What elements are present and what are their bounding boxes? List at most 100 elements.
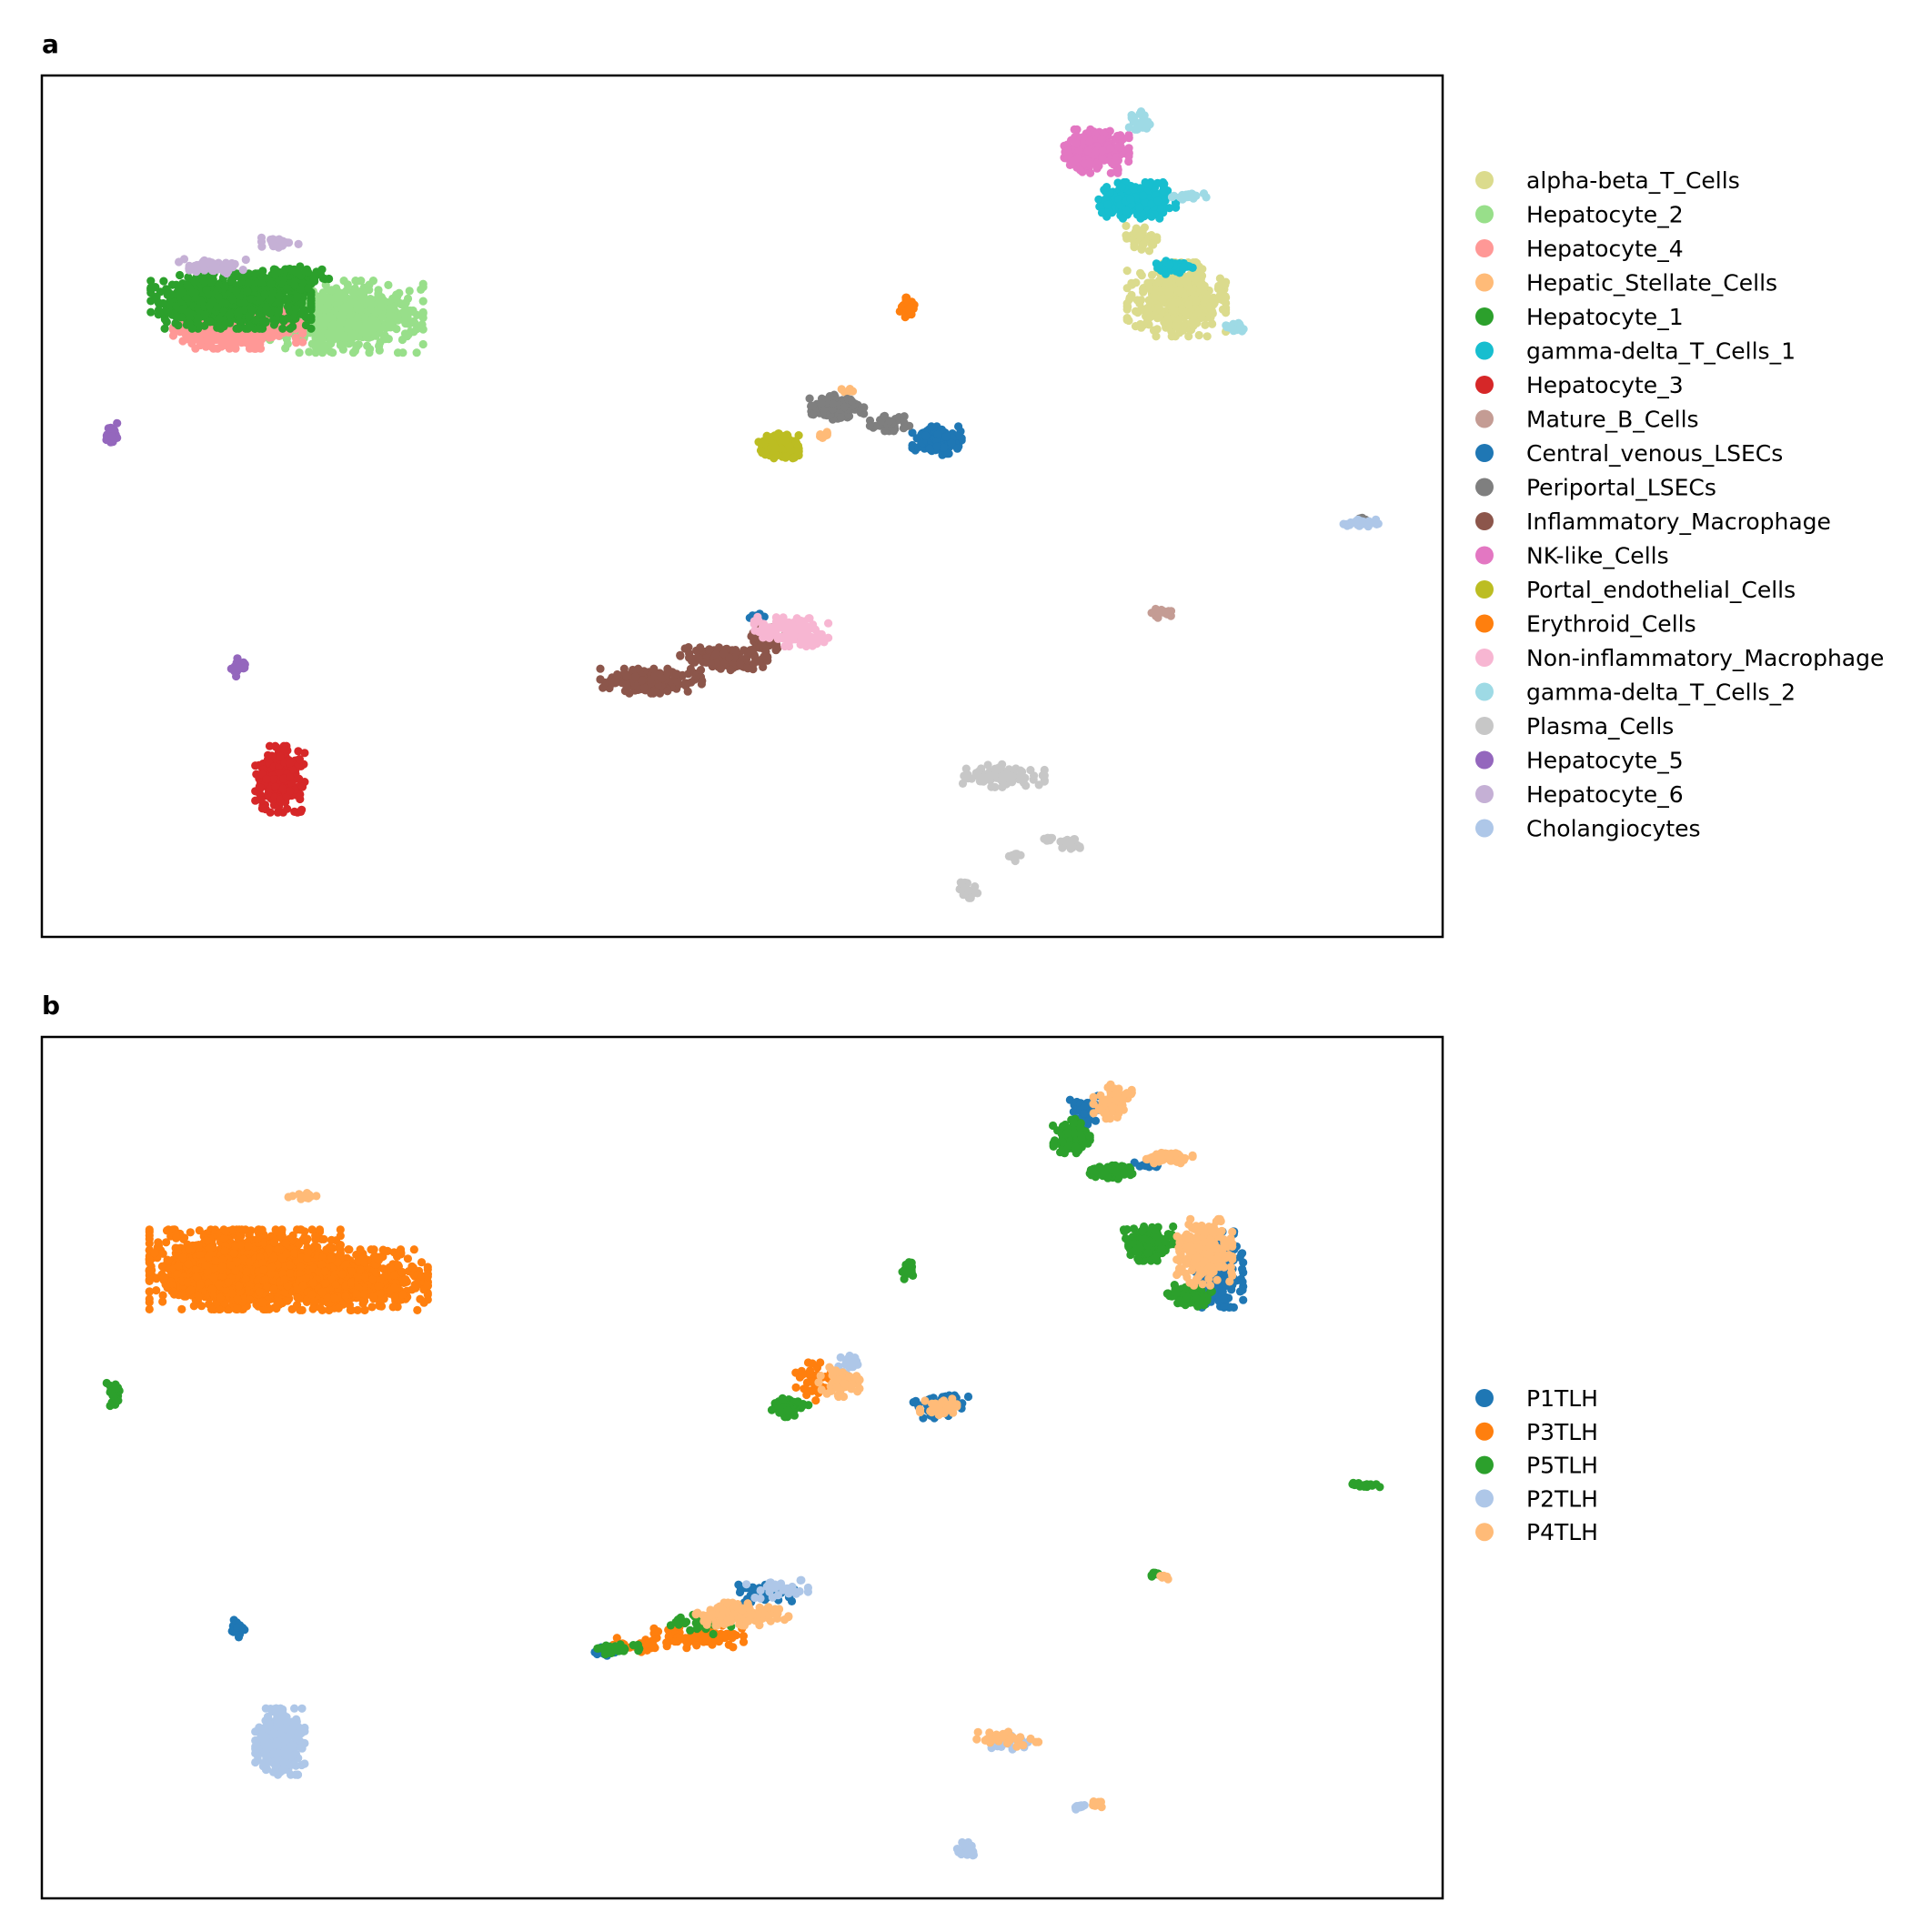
point [1122,221,1131,230]
point [318,288,327,297]
point [331,328,340,337]
point [1129,185,1138,194]
point [418,297,428,306]
legend-marker [1475,478,1494,497]
point [1167,193,1177,202]
point [345,303,354,312]
point [1147,212,1156,221]
point [1072,125,1082,134]
point [1171,322,1180,331]
point [941,432,951,441]
point [338,345,347,354]
point [257,783,266,792]
point [104,424,113,433]
point [1126,195,1135,204]
point [365,286,374,295]
point [1098,146,1107,156]
legend-label: Hepatocyte_1 [1526,304,1684,330]
point [1063,146,1072,156]
point [685,649,694,659]
point [245,322,255,331]
point [274,307,283,317]
point [925,444,934,453]
point [770,431,780,440]
point [290,280,299,290]
point [326,295,335,304]
point [840,387,849,397]
point [327,286,337,295]
point [177,305,186,314]
point [251,761,260,770]
point [1130,114,1139,123]
point [1218,305,1227,314]
point [178,288,187,297]
point [284,238,294,247]
point [1175,277,1184,287]
series-Hepatocyte_1 [146,262,334,333]
point [1182,307,1191,317]
point [358,290,368,299]
point [1175,286,1184,296]
series-alpha-beta_T_Cells [1122,221,1231,341]
point [1124,152,1133,161]
point [221,299,230,308]
point [1136,107,1146,116]
point [368,277,377,286]
point [809,410,818,419]
point [817,399,826,408]
point [711,649,720,659]
point [276,752,285,761]
point [257,268,266,277]
point [146,284,156,293]
point [196,297,206,306]
point [672,669,681,679]
point [225,344,234,353]
point [1143,118,1152,127]
point [200,277,209,287]
point [158,298,168,308]
point [403,294,413,303]
point [1124,144,1133,153]
point [353,301,362,310]
point [1070,835,1079,844]
point [824,619,833,628]
point [1144,247,1154,256]
point [285,306,294,316]
point [273,808,282,817]
point [328,348,337,357]
point [990,771,1000,780]
legend-label: Central_venous_LSECs [1526,440,1783,467]
point [1112,156,1121,165]
point [1372,519,1382,529]
point [248,332,257,341]
point [402,332,412,341]
point [336,311,346,320]
point [168,331,178,340]
point [1165,287,1174,297]
point [347,329,356,338]
point [1103,200,1112,209]
point [1152,233,1162,242]
point [228,275,237,284]
point [1164,319,1173,328]
point [380,331,389,340]
point [235,332,244,341]
point [1114,142,1123,151]
point [1139,287,1148,297]
point [305,347,314,357]
point [295,348,304,357]
point [262,774,271,784]
point [1199,287,1208,296]
point [1012,850,1021,859]
point [269,320,278,329]
point [1127,278,1136,287]
legend-marker [1475,171,1494,189]
point [743,648,753,657]
point [297,805,307,814]
point [298,337,307,347]
point [234,308,243,317]
point [726,666,735,675]
legend-marker [1475,205,1494,224]
point [190,277,199,287]
point [1135,299,1144,308]
